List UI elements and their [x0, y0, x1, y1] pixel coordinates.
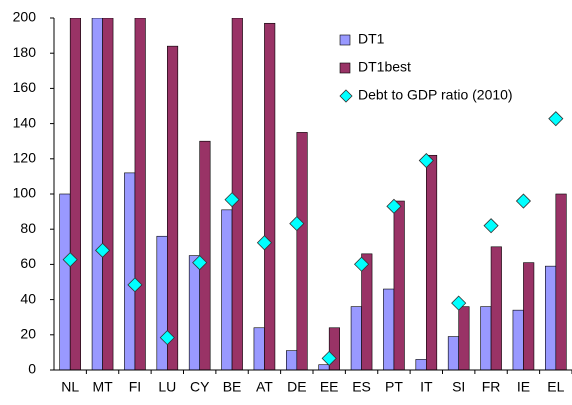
y-tick-label: 60: [20, 255, 36, 271]
legend-swatch: [339, 34, 351, 46]
bar: [69, 18, 81, 370]
bar: [447, 336, 459, 370]
x-tick-label: AT: [256, 379, 273, 395]
marker: [353, 256, 370, 272]
x-tick-label: BE: [223, 379, 242, 395]
bar: [523, 262, 535, 370]
x-tick-label: IE: [517, 379, 530, 395]
bar: [264, 22, 276, 370]
marker: [159, 330, 175, 346]
x-tick-label: NL: [61, 379, 79, 395]
bar: [350, 306, 362, 370]
x-tick-label: EL: [547, 379, 564, 395]
y-tick-label: 80: [20, 220, 36, 236]
marker: [289, 216, 305, 232]
x-tick-label: FR: [482, 379, 501, 395]
marker: [321, 350, 337, 366]
x-tick-label: CY: [190, 379, 210, 395]
y-tick-label: 40: [20, 290, 36, 306]
marker: [62, 252, 78, 268]
bar: [167, 45, 179, 370]
x-tick-label: PT: [385, 379, 403, 395]
y-tick-label: 160: [13, 79, 37, 95]
marker: [483, 218, 499, 234]
legend-label: DT1best: [358, 59, 411, 75]
bar: [221, 209, 233, 370]
bar: [415, 359, 427, 370]
legend-marker: [339, 89, 353, 103]
bar: [490, 246, 502, 370]
bar: [555, 193, 567, 370]
bar: [512, 309, 524, 370]
bars: [59, 18, 567, 370]
bar: [156, 235, 168, 370]
x-tick-label: EE: [320, 379, 339, 395]
bar: [253, 327, 265, 370]
bar: [545, 265, 557, 370]
bar: [134, 18, 146, 370]
bar: [286, 350, 298, 370]
bar: [124, 172, 136, 370]
y-tick-label: 120: [13, 150, 37, 166]
bar: [318, 364, 330, 370]
legend-label: Debt to GDP ratio (2010): [358, 87, 513, 103]
marker: [418, 152, 434, 169]
bar: [480, 306, 492, 370]
x-tick-label: LU: [158, 379, 176, 395]
bar: [383, 288, 395, 370]
y-tick-label: 100: [13, 185, 37, 201]
bar: [188, 255, 200, 370]
bar: [458, 306, 470, 370]
bar: [199, 140, 211, 370]
y-tick-label: 180: [13, 44, 37, 60]
bar: [59, 193, 71, 370]
x-tick-label: ES: [352, 379, 371, 395]
x-tick-label: SI: [452, 379, 465, 395]
marker: [192, 255, 208, 271]
y-tick-label: 200: [13, 9, 37, 25]
x-tick-label: MT: [92, 379, 113, 395]
bar: [393, 200, 405, 370]
bar: [102, 18, 114, 370]
y-tick-label: 140: [13, 114, 37, 130]
legend-label: DT1: [358, 31, 385, 47]
bar: [91, 18, 103, 370]
bar: [328, 327, 340, 370]
marker: [256, 235, 273, 251]
x-tick-label: DE: [287, 379, 306, 395]
bar: [361, 253, 373, 370]
x-tick-label: IT: [420, 379, 433, 395]
y-tick-label: 20: [20, 326, 36, 342]
marker: [451, 295, 467, 311]
legend-swatch: [339, 62, 351, 74]
y-tick-label: 0: [28, 361, 36, 377]
marker: [548, 111, 564, 127]
bar: [426, 154, 438, 370]
x-tick-label: FI: [129, 379, 141, 395]
marker: [515, 193, 532, 209]
marker: [127, 277, 143, 293]
marker: [386, 198, 402, 214]
marker: [94, 242, 111, 258]
bar: [296, 132, 308, 370]
marker: [224, 192, 240, 208]
